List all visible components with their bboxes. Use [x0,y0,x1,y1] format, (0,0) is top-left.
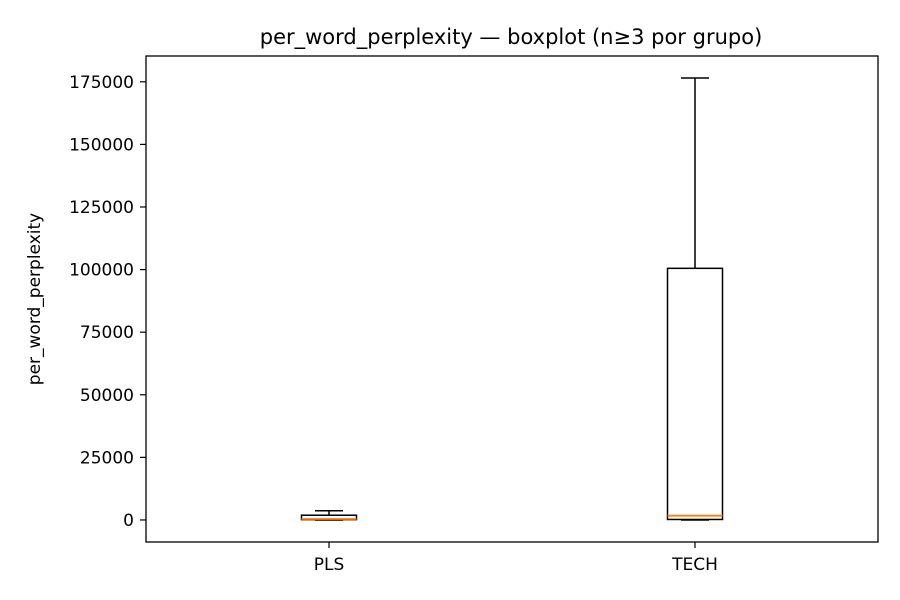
plot-area: 0 25000 50000 75000 100000 125000 150000 175000… [69,73,724,575]
x-tick-label: TECH [671,555,718,575]
box-tech [666,267,724,521]
y-tick-label: 175000 [69,73,134,93]
y-tick-label: 0 [123,511,134,531]
y-axis-label: per_word_perplexity [25,213,45,385]
y-tick-label: 75000 [80,323,134,343]
y-tick-label: 25000 [80,448,134,468]
plot-frame [145,55,879,543]
x-tick-label: PLS [314,555,345,575]
y-tick-label: 150000 [69,135,134,155]
y-tick-label: 100000 [69,261,134,281]
y-tick-label: 125000 [69,198,134,218]
chart-title: per_word_perplexity — boxplot (n≥3 por g… [260,25,763,50]
y-tick-label: 50000 [80,386,134,406]
